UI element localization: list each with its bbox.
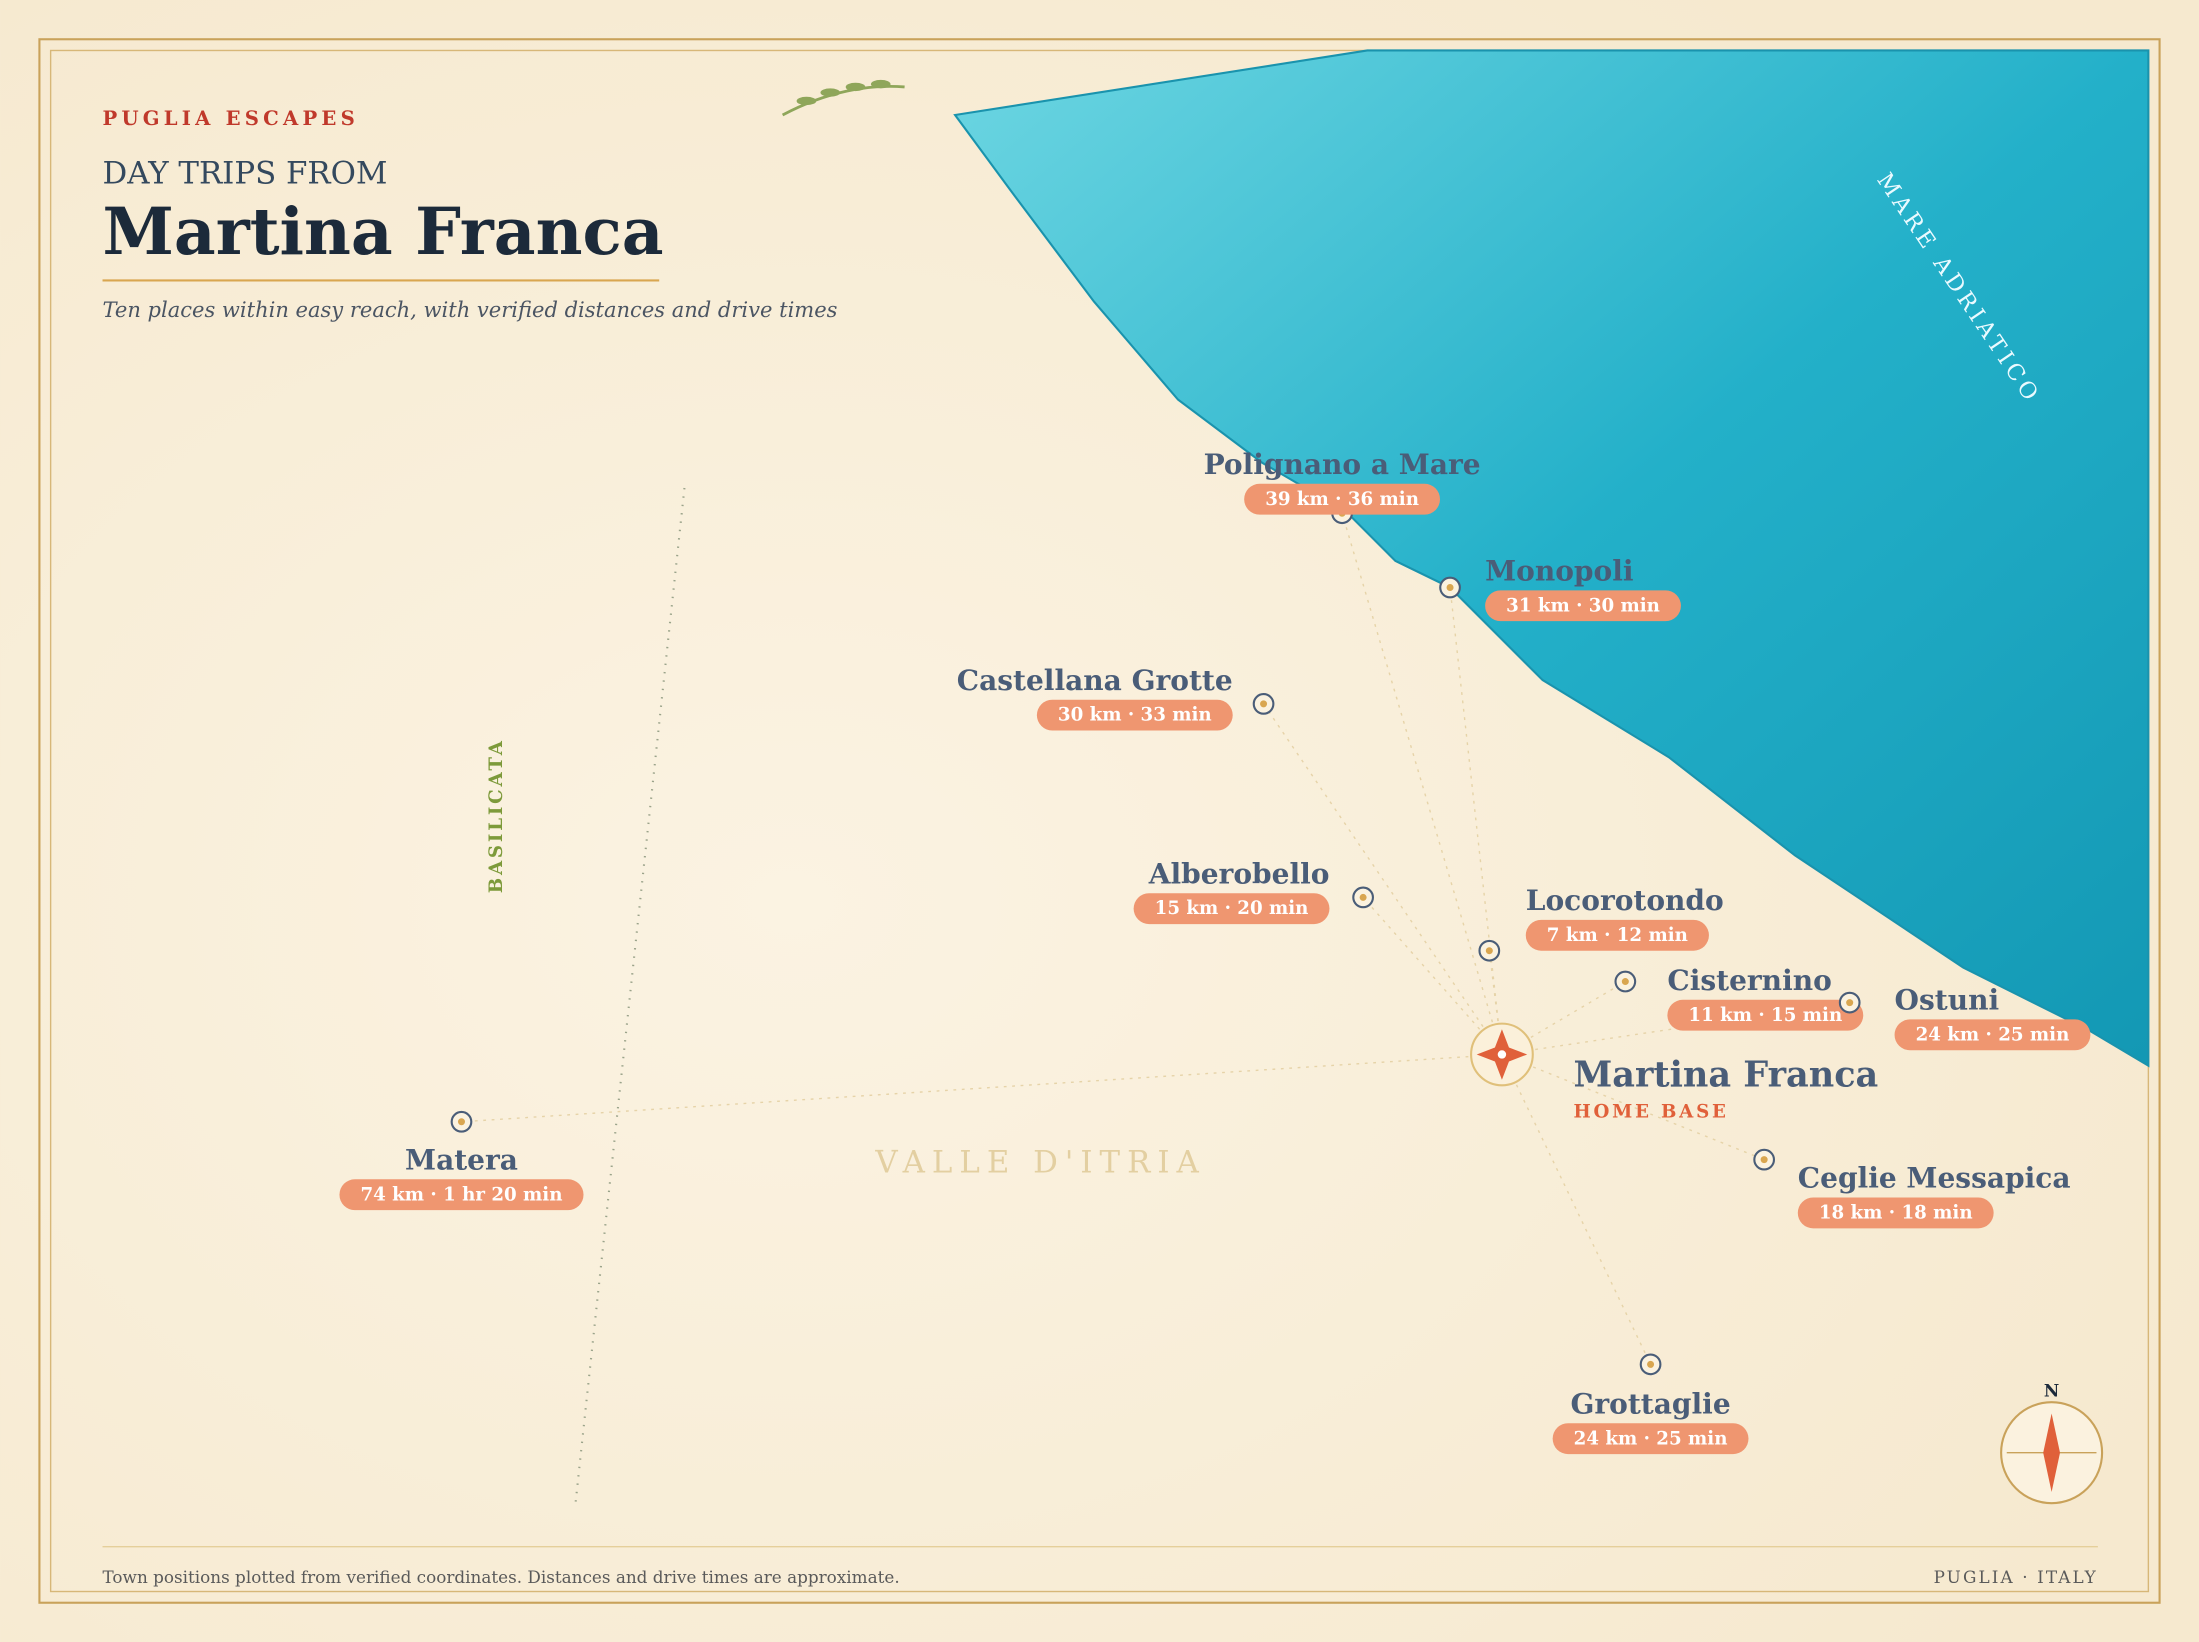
title: Martina Franca: [103, 194, 664, 270]
footer-place: PUGLIA · ITALY: [1934, 1567, 2098, 1587]
footer-note: Town positions plotted from verified coo…: [103, 1567, 900, 1587]
trip-pill: [1552, 1423, 1749, 1455]
place-name: Grottaglie: [1570, 1387, 1730, 1420]
olive-branch: [781, 84, 905, 117]
trip-label: 7 km · 12 min: [1547, 925, 1688, 946]
trip-pill: [1894, 1019, 2091, 1051]
trip-label: 31 km · 30 min: [1506, 595, 1660, 616]
frame: [38, 38, 2161, 1604]
place-marker-dot: [1621, 978, 1629, 986]
trip-label: 30 km · 33 min: [1058, 705, 1212, 726]
trip-label: 15 km · 20 min: [1155, 898, 1309, 919]
place-name: Monopoli: [1485, 555, 1633, 588]
trip-pill: [1133, 893, 1330, 925]
place-name: Locorotondo: [1526, 884, 1724, 917]
trip-pill: [1525, 919, 1709, 951]
place-marker-dot: [1485, 947, 1493, 955]
sea: [953, 49, 2150, 1068]
trip-pill: [1667, 999, 1864, 1031]
home-name: Martina Franca: [1573, 1055, 1878, 1096]
route: [1501, 980, 1626, 1056]
place-name: Castellana Grotte: [957, 664, 1233, 697]
place-marker-dot: [1446, 584, 1454, 592]
place-marker-dot: [1647, 1360, 1655, 1368]
route: [1449, 587, 1503, 1055]
places: Polignano a Mare 39 km · 36 min Monopoli 31…: [339, 448, 2091, 1455]
trip-label: 11 km · 15 min: [1688, 1005, 1842, 1026]
place-name: Ostuni: [1895, 984, 2000, 1017]
place-name: Polignano a Mare: [1204, 448, 1481, 481]
subtitle: Ten places within easy reach, with verif…: [103, 297, 838, 322]
trip-pill: [1485, 590, 1681, 622]
trip-label: 39 km · 36 min: [1265, 489, 1419, 510]
route: [1262, 703, 1503, 1055]
place-name: Alberobello: [1148, 857, 1330, 890]
valley-label: VALLE D'ITRIA: [874, 1144, 1205, 1180]
kicker: DAY TRIPS FROM: [103, 156, 388, 192]
trip-pill: [1036, 699, 1233, 731]
eyebrow: PUGLIA ESCAPES: [103, 107, 359, 130]
place-marker-dot: [1760, 1156, 1768, 1164]
route: [1341, 513, 1503, 1055]
trip-label: 18 km · 18 min: [1819, 1203, 1973, 1224]
trip-label: 74 km · 1 hr 20 min: [360, 1184, 562, 1205]
place-marker-dot: [1260, 700, 1268, 708]
route: [461, 1053, 1502, 1123]
region-label: BASILICATA: [486, 738, 507, 893]
home-tag: HOME BASE: [1573, 1102, 1728, 1123]
olive-leaves: [796, 79, 891, 106]
route: [1501, 1054, 1652, 1365]
trip-pill: [339, 1179, 584, 1211]
home-marker-dot: [1497, 1050, 1507, 1059]
trip-label: 24 km · 25 min: [1916, 1024, 2070, 1045]
place-name: Matera: [405, 1143, 518, 1176]
place-marker-dot: [1846, 999, 1854, 1007]
place-marker-dot: [1359, 893, 1367, 901]
trip-label: 24 km · 25 min: [1574, 1428, 1728, 1449]
route: [1362, 896, 1503, 1055]
trip-pill: [1244, 483, 1441, 515]
compass-n: N: [2044, 1381, 2059, 1401]
trip-pill: [1797, 1197, 1994, 1229]
place-marker-dot: [457, 1118, 465, 1126]
place-name: Ceglie Messapica: [1798, 1162, 2071, 1195]
place-name: Cisternino: [1667, 964, 1831, 997]
